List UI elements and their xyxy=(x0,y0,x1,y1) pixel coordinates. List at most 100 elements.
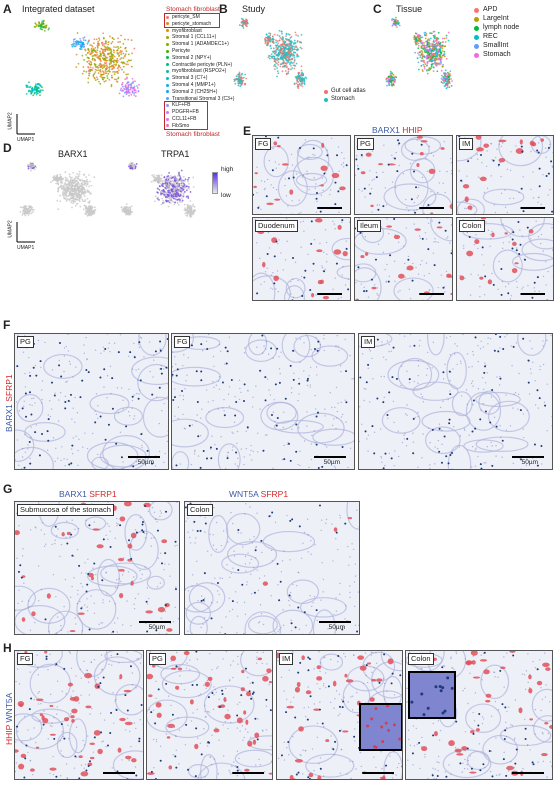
cell-point xyxy=(42,19,45,22)
cell-point xyxy=(57,190,59,193)
nucleus xyxy=(329,391,331,394)
nucleus xyxy=(334,467,337,469)
cell-point xyxy=(398,24,401,27)
cell-point xyxy=(446,86,449,89)
cell-point xyxy=(279,52,282,54)
cell-point xyxy=(420,59,423,62)
legend-entry: PDGFR+FB xyxy=(172,109,199,116)
cell-point xyxy=(420,49,423,52)
nucleus xyxy=(437,241,439,244)
nucleus xyxy=(119,334,122,336)
red-signal xyxy=(289,189,294,195)
cell-point xyxy=(28,86,31,89)
blue-signal xyxy=(481,246,484,249)
cell-point xyxy=(129,163,132,166)
cell-point xyxy=(235,77,238,80)
cell-point xyxy=(35,93,38,96)
cell-point xyxy=(434,60,436,63)
cell-point xyxy=(264,42,267,45)
cell-point xyxy=(447,31,450,34)
nucleus xyxy=(187,357,190,359)
nucleus xyxy=(442,182,444,185)
nucleus xyxy=(490,441,492,444)
blue-signal xyxy=(154,350,157,353)
cell-point xyxy=(235,75,238,78)
cell-point xyxy=(430,49,433,51)
nucleus xyxy=(552,151,553,154)
nucleus xyxy=(333,223,336,225)
gland xyxy=(412,381,459,401)
cell-point xyxy=(41,22,43,25)
cell-point xyxy=(435,51,438,54)
cell-point xyxy=(172,200,175,203)
gene-title: BARX1 xyxy=(58,149,88,159)
nucleus xyxy=(399,289,401,292)
nucleus xyxy=(338,349,340,352)
gland xyxy=(172,334,195,353)
cell-point xyxy=(443,53,446,55)
cell-point xyxy=(296,48,299,50)
cell-point xyxy=(87,41,90,43)
nucleus xyxy=(545,156,547,158)
cell-point xyxy=(93,206,96,209)
cell-point xyxy=(112,49,115,52)
blue-signal xyxy=(137,397,140,400)
gland xyxy=(422,193,452,214)
cell-point xyxy=(441,37,444,40)
nucleus xyxy=(321,265,323,267)
cell-point xyxy=(93,38,96,41)
blue-signal xyxy=(58,342,61,345)
cell-point xyxy=(61,187,64,190)
cell-point xyxy=(175,189,178,192)
nucleus xyxy=(440,274,443,276)
cell-point xyxy=(439,59,442,62)
nucleus xyxy=(175,363,177,365)
cell-point xyxy=(268,57,271,60)
nucleus xyxy=(270,287,272,289)
nucleus xyxy=(154,465,157,467)
cell-point xyxy=(304,76,307,79)
cell-point xyxy=(161,197,164,200)
blue-signal xyxy=(365,290,368,293)
blue-signal xyxy=(200,343,203,346)
blue-signal xyxy=(410,198,413,201)
cell-point xyxy=(184,212,187,215)
nucleus xyxy=(343,157,345,160)
nucleus xyxy=(306,156,308,159)
nucleus xyxy=(441,443,443,446)
nucleus xyxy=(263,345,265,347)
cell-point xyxy=(438,53,441,56)
red-signal xyxy=(339,186,346,191)
cell-point xyxy=(42,26,45,28)
nucleus xyxy=(231,431,233,433)
nucleus xyxy=(112,468,114,469)
cell-point xyxy=(439,56,442,58)
red-signal xyxy=(479,276,484,280)
nucleus xyxy=(54,460,56,463)
blue-signal xyxy=(273,282,276,285)
cell-point xyxy=(125,203,128,205)
cell-point xyxy=(91,51,94,54)
cell-point xyxy=(186,185,188,188)
nucleus xyxy=(394,280,396,283)
cell-point xyxy=(180,169,183,172)
cell-point xyxy=(392,22,395,25)
nucleus xyxy=(163,461,165,464)
cell-point xyxy=(82,37,85,40)
nucleus xyxy=(365,388,367,390)
cell-point xyxy=(275,46,278,49)
nucleus xyxy=(393,465,396,467)
nucleus xyxy=(537,196,540,199)
nucleus xyxy=(474,465,477,467)
cell-point xyxy=(275,39,277,42)
nucleus xyxy=(324,229,327,231)
cell-point xyxy=(86,197,89,200)
cell-point xyxy=(293,51,296,54)
red-signal xyxy=(281,163,289,166)
nucleus xyxy=(347,466,349,469)
micrograph: Colon xyxy=(456,217,554,301)
nucleus xyxy=(239,387,241,390)
nucleus xyxy=(218,343,221,346)
nucleus xyxy=(386,218,388,220)
nucleus xyxy=(361,353,364,355)
